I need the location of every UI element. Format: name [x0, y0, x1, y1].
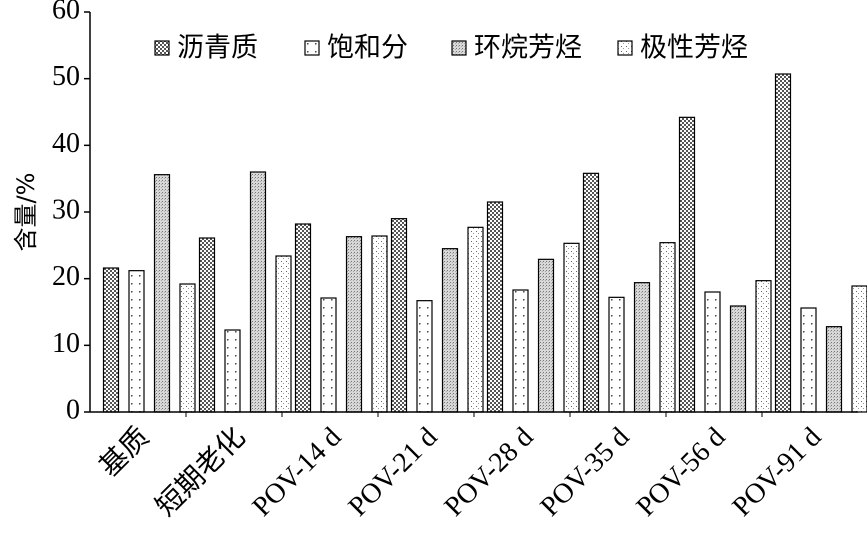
bar-1-3: [275, 255, 292, 413]
x-category-label: POV-91 d: [727, 422, 828, 523]
bar-6-3: [755, 280, 772, 413]
x-category-label: POV-35 d: [535, 422, 636, 523]
bar-6-2: [729, 305, 747, 413]
bar-3-0: [390, 218, 408, 413]
bar-5-2: [633, 282, 651, 413]
bar-2-1: [320, 297, 337, 413]
bar-7-2: [825, 326, 843, 413]
bar-3-2: [441, 248, 459, 413]
bar-6-0: [678, 116, 696, 413]
bar-2-3: [371, 235, 388, 413]
legend: 沥青质 饱和分 环烷芳烃 极性芳烃: [154, 33, 748, 64]
y-tick-label: 60: [52, 0, 80, 25]
bar-7-0: [774, 73, 792, 413]
x-category-label: POV-21 d: [343, 422, 444, 523]
y-tick-labels: 0 10 20 30 40 50 60: [52, 0, 80, 425]
bar-0-3: [179, 283, 196, 413]
bar-3-1: [416, 300, 433, 413]
bars: [102, 73, 867, 413]
legend-swatch: [304, 40, 320, 56]
bar-0-2: [153, 174, 171, 413]
bar-4-1: [512, 289, 529, 413]
legend-label: 环烷芳烃: [474, 33, 582, 64]
bar-4-0: [486, 201, 504, 413]
bar-7-1: [800, 307, 817, 413]
x-category-label: 基质: [93, 421, 155, 483]
legend-label: 饱和分: [327, 33, 408, 64]
bar-7-3: [851, 285, 867, 413]
bar-1-0: [198, 237, 216, 413]
bar-5-3: [659, 242, 676, 413]
bar-6-1: [704, 291, 721, 413]
x-category-label: POV-14 d: [247, 422, 348, 523]
bar-1-1: [224, 329, 241, 413]
legend-swatch: [451, 40, 467, 56]
bar-0-1: [128, 270, 145, 413]
bar-5-1: [608, 296, 625, 413]
legend-swatch: [154, 40, 170, 56]
x-category-label: 短期老化: [150, 421, 252, 523]
y-tick-label: 50: [52, 61, 80, 92]
bar-4-3: [563, 242, 580, 413]
bar-2-2: [345, 236, 363, 413]
y-tick-label: 10: [52, 328, 80, 359]
x-category-label: POV-28 d: [439, 422, 540, 523]
y-axis-title: 含量/%: [12, 173, 40, 252]
legend-label: 极性芳烃: [640, 33, 748, 64]
y-tick-label: 40: [52, 128, 80, 159]
x-category-label: POV-56 d: [631, 422, 732, 523]
axes: [84, 11, 858, 417]
bar-5-0: [582, 172, 600, 413]
bar-0-0: [102, 267, 120, 413]
bar-2-0: [294, 223, 312, 413]
y-tick-label: 0: [66, 394, 80, 425]
bar-1-2: [249, 171, 267, 413]
y-tick-label: 30: [52, 194, 80, 225]
y-tick-label: 20: [52, 261, 80, 292]
legend-swatch: [617, 40, 633, 56]
bar-3-3: [467, 226, 484, 413]
legend-label: 沥青质: [177, 33, 258, 64]
bar-4-2: [537, 258, 555, 413]
